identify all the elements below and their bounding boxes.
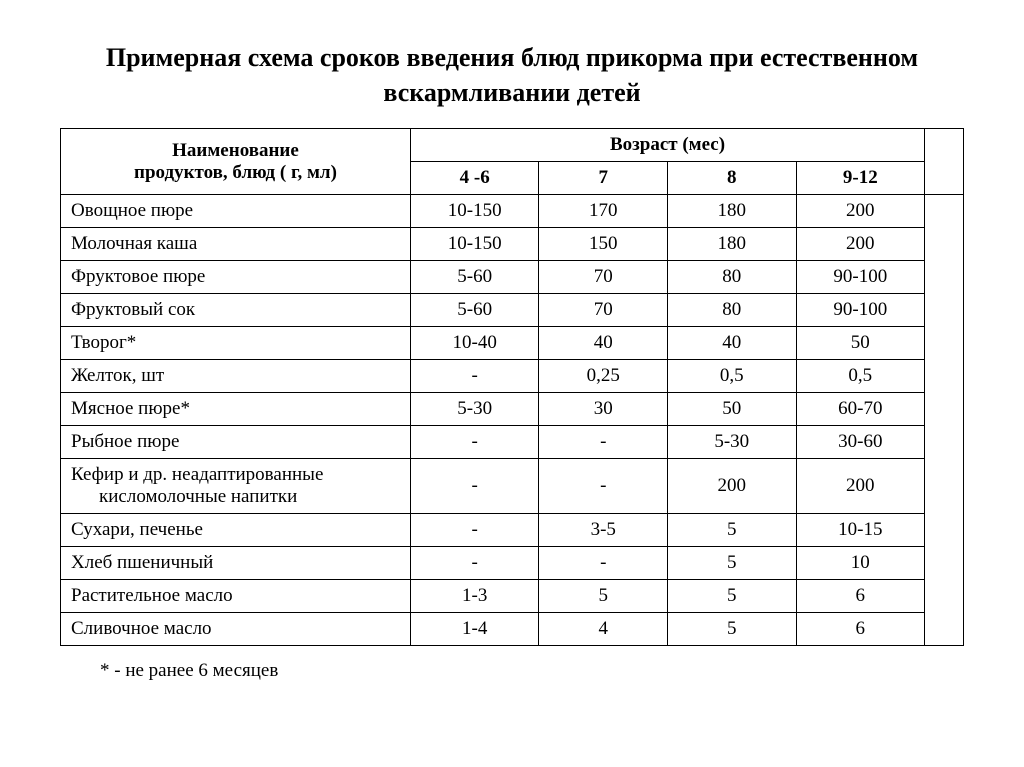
row-val: 180	[668, 228, 797, 261]
row-val: 0,25	[539, 360, 668, 393]
row-val: 6	[796, 613, 925, 646]
row-val: 5	[668, 613, 797, 646]
row-val: 4	[539, 613, 668, 646]
table-row: Сухари, печенье - 3-5 5 10-15	[61, 514, 964, 547]
row-val: 200	[668, 459, 797, 514]
row-name: Мясное пюре*	[61, 393, 411, 426]
row-val: 0,5	[668, 360, 797, 393]
row-val: 40	[539, 327, 668, 360]
row-name-line2: кисломолочные напитки	[71, 486, 400, 508]
row-val: 200	[796, 459, 925, 514]
row-val: 30-60	[796, 426, 925, 459]
col-header-age-3: 9-12	[796, 162, 925, 195]
row-val: -	[410, 459, 539, 514]
row-val: 10-40	[410, 327, 539, 360]
table-row: Мясное пюре* 5-30 30 50 60-70	[61, 393, 964, 426]
page-title: Примерная схема сроков введения блюд при…	[60, 40, 964, 110]
table-row: Молочная каша 10-150 150 180 200	[61, 228, 964, 261]
footnote: * - не ранее 6 месяцев	[100, 660, 964, 682]
row-val: -	[539, 426, 668, 459]
row-val: 5-60	[410, 294, 539, 327]
row-name: Творог*	[61, 327, 411, 360]
table-row: Растительное масло 1-3 5 5 6	[61, 580, 964, 613]
row-val: 10-15	[796, 514, 925, 547]
row-val: 1-3	[410, 580, 539, 613]
col-header-age-group: Возраст (мес)	[410, 129, 924, 162]
row-val: 180	[668, 195, 797, 228]
row-val: 10-150	[410, 228, 539, 261]
table-body: Овощное пюре 10-150 170 180 200 Молочная…	[61, 195, 964, 646]
row-val: 5-30	[410, 393, 539, 426]
row-name: Фруктовое пюре	[61, 261, 411, 294]
row-val: 90-100	[796, 261, 925, 294]
row-val: 50	[796, 327, 925, 360]
row-name: Фруктовый сок	[61, 294, 411, 327]
col-header-name: Наименование продуктов, блюд ( г, мл)	[61, 129, 411, 195]
col-header-stub	[925, 129, 964, 195]
row-val: 1-4	[410, 613, 539, 646]
row-val: 3-5	[539, 514, 668, 547]
table-row: Фруктовое пюре 5-60 70 80 90-100	[61, 261, 964, 294]
row-val: -	[539, 459, 668, 514]
row-name: Сухари, печенье	[61, 514, 411, 547]
row-val: 70	[539, 261, 668, 294]
row-val: 30	[539, 393, 668, 426]
row-name: Рыбное пюре	[61, 426, 411, 459]
header-row-1: Наименование продуктов, блюд ( г, мл) Во…	[61, 129, 964, 162]
col-header-age-2: 8	[668, 162, 797, 195]
row-name-line1: Кефир и др. неадаптированные	[71, 464, 323, 485]
row-val: 50	[668, 393, 797, 426]
table-row: Сливочное масло 1-4 4 5 6	[61, 613, 964, 646]
row-name: Желток, шт	[61, 360, 411, 393]
table-row: Овощное пюре 10-150 170 180 200	[61, 195, 964, 228]
row-val: 200	[796, 228, 925, 261]
row-name: Кефир и др. неадаптированные кисломолочн…	[61, 459, 411, 514]
row-name: Сливочное масло	[61, 613, 411, 646]
row-val: 5	[668, 580, 797, 613]
row-name: Растительное масло	[61, 580, 411, 613]
row-val: 5	[539, 580, 668, 613]
row-val: -	[410, 360, 539, 393]
row-val: -	[410, 514, 539, 547]
row-val: -	[539, 547, 668, 580]
table-row: Творог* 10-40 40 40 50	[61, 327, 964, 360]
col-header-name-line2: продуктов, блюд ( г, мл)	[134, 162, 337, 183]
col-header-name-line1: Наименование	[172, 140, 299, 161]
row-val: 10	[796, 547, 925, 580]
row-val: -	[410, 547, 539, 580]
row-name: Молочная каша	[61, 228, 411, 261]
row-stub	[925, 195, 964, 646]
table-row: Хлеб пшеничный - - 5 10	[61, 547, 964, 580]
row-val: 60-70	[796, 393, 925, 426]
table-row: Кефир и др. неадаптированные кисломолочн…	[61, 459, 964, 514]
row-val: 0,5	[796, 360, 925, 393]
row-val: 5	[668, 514, 797, 547]
table-row: Рыбное пюре - - 5-30 30-60	[61, 426, 964, 459]
row-val: 6	[796, 580, 925, 613]
row-val: 90-100	[796, 294, 925, 327]
table-row: Желток, шт - 0,25 0,5 0,5	[61, 360, 964, 393]
row-val: 10-150	[410, 195, 539, 228]
row-val: 40	[668, 327, 797, 360]
table-header: Наименование продуктов, блюд ( г, мл) Во…	[61, 129, 964, 195]
feeding-schedule-table: Наименование продуктов, блюд ( г, мл) Во…	[60, 128, 964, 646]
row-val: 170	[539, 195, 668, 228]
row-val: 5-30	[668, 426, 797, 459]
row-val: 70	[539, 294, 668, 327]
row-val: -	[410, 426, 539, 459]
row-val: 200	[796, 195, 925, 228]
row-val: 5-60	[410, 261, 539, 294]
page: Примерная схема сроков введения блюд при…	[0, 0, 1024, 702]
row-name: Хлеб пшеничный	[61, 547, 411, 580]
row-val: 5	[668, 547, 797, 580]
col-header-age-1: 7	[539, 162, 668, 195]
row-name: Овощное пюре	[61, 195, 411, 228]
table-row: Фруктовый сок 5-60 70 80 90-100	[61, 294, 964, 327]
row-val: 80	[668, 294, 797, 327]
col-header-age-0: 4 -6	[410, 162, 539, 195]
row-val: 80	[668, 261, 797, 294]
row-val: 150	[539, 228, 668, 261]
